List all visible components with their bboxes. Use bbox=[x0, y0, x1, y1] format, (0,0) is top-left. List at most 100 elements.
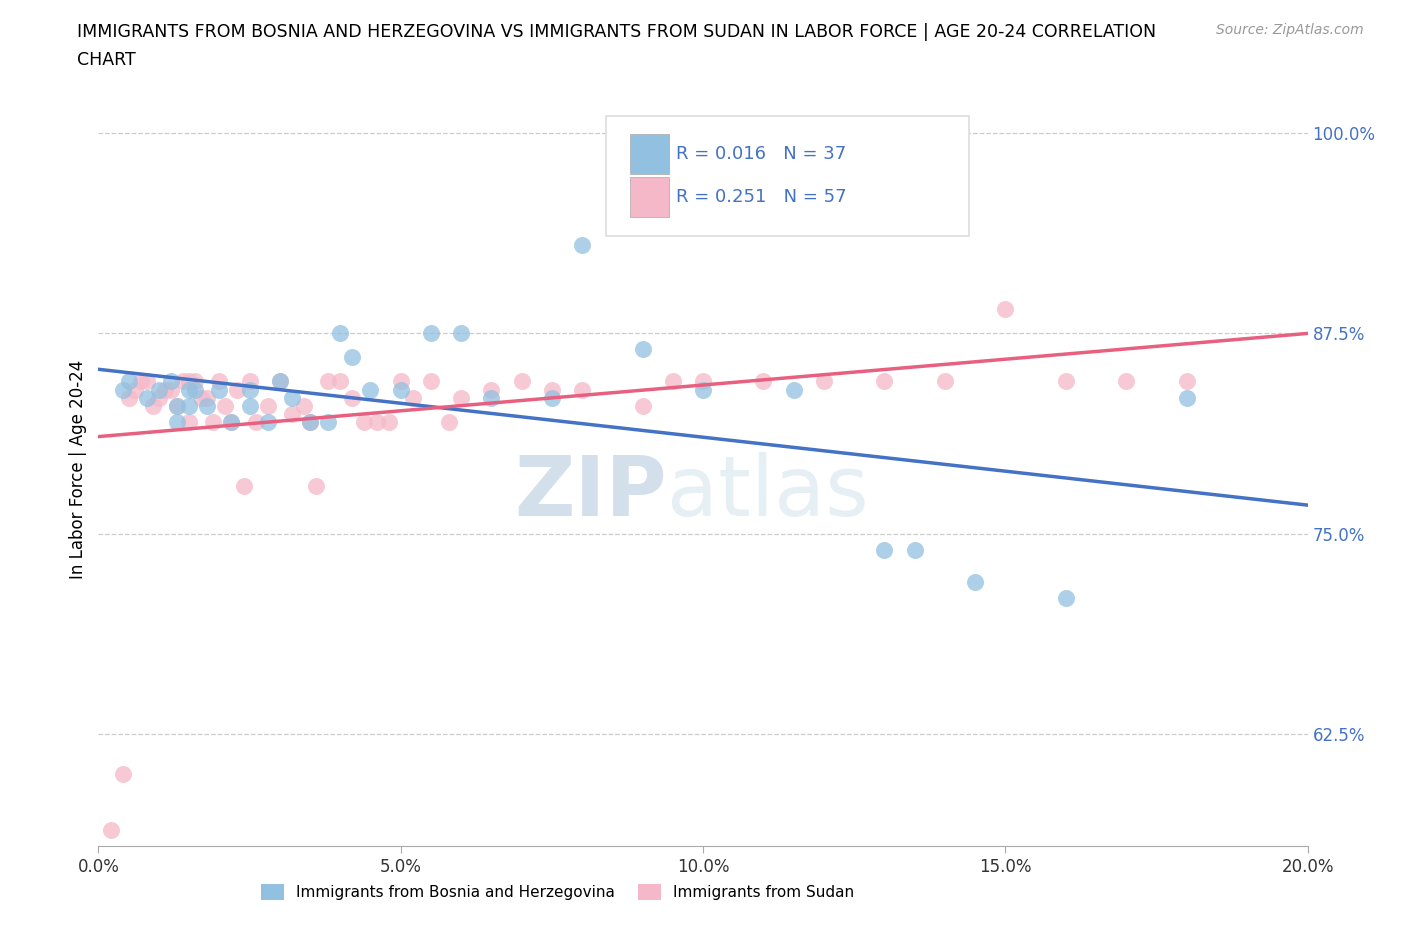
Point bbox=[179, 382, 201, 397]
FancyBboxPatch shape bbox=[606, 115, 969, 236]
Point bbox=[904, 542, 927, 557]
Point bbox=[420, 326, 443, 341]
Point bbox=[316, 414, 339, 429]
Point bbox=[269, 374, 291, 389]
Point bbox=[232, 478, 254, 493]
Point bbox=[292, 398, 315, 413]
Text: Source: ZipAtlas.com: Source: ZipAtlas.com bbox=[1216, 23, 1364, 37]
Point bbox=[281, 390, 304, 405]
Point bbox=[389, 382, 412, 397]
Point bbox=[450, 326, 472, 341]
Point bbox=[329, 374, 352, 389]
Point bbox=[129, 374, 152, 389]
Text: R = 0.016   N = 37: R = 0.016 N = 37 bbox=[676, 145, 846, 163]
Point bbox=[245, 414, 267, 429]
Point bbox=[437, 414, 460, 429]
Point bbox=[329, 326, 352, 341]
Point bbox=[1175, 374, 1198, 389]
Point bbox=[179, 374, 201, 389]
Point bbox=[179, 414, 201, 429]
Point bbox=[1115, 374, 1137, 389]
Point bbox=[316, 374, 339, 389]
Legend: Immigrants from Bosnia and Herzegovina, Immigrants from Sudan: Immigrants from Bosnia and Herzegovina, … bbox=[256, 878, 860, 907]
Point bbox=[692, 382, 714, 397]
Point bbox=[166, 414, 188, 429]
Point bbox=[631, 398, 654, 413]
Point bbox=[239, 398, 262, 413]
Text: IMMIGRANTS FROM BOSNIA AND HERZEGOVINA VS IMMIGRANTS FROM SUDAN IN LABOR FORCE |: IMMIGRANTS FROM BOSNIA AND HERZEGOVINA V… bbox=[77, 23, 1157, 41]
Text: atlas: atlas bbox=[666, 452, 869, 533]
Point bbox=[389, 374, 412, 389]
Point bbox=[239, 374, 262, 389]
Point bbox=[752, 374, 775, 389]
Point bbox=[342, 390, 364, 405]
Point bbox=[135, 390, 157, 405]
Point bbox=[118, 374, 141, 389]
Point bbox=[377, 414, 399, 429]
Point bbox=[135, 374, 157, 389]
Point bbox=[420, 374, 443, 389]
Point bbox=[965, 575, 987, 590]
Point bbox=[510, 374, 533, 389]
Point bbox=[153, 382, 176, 397]
Point bbox=[148, 390, 170, 405]
Point bbox=[226, 382, 249, 397]
Point bbox=[221, 414, 243, 429]
Text: CHART: CHART bbox=[77, 51, 136, 69]
Point bbox=[281, 406, 304, 421]
Point bbox=[631, 342, 654, 357]
Point bbox=[481, 382, 503, 397]
Point bbox=[934, 374, 956, 389]
Point bbox=[256, 414, 278, 429]
Point bbox=[179, 398, 201, 413]
Point bbox=[190, 390, 212, 405]
Point bbox=[184, 374, 207, 389]
Point bbox=[540, 382, 562, 397]
Text: ZIP: ZIP bbox=[515, 452, 666, 533]
Point bbox=[208, 374, 231, 389]
Point bbox=[142, 398, 165, 413]
Point bbox=[214, 398, 236, 413]
Point bbox=[184, 382, 207, 397]
Point bbox=[450, 390, 472, 405]
Point bbox=[124, 382, 146, 397]
Point bbox=[160, 382, 183, 397]
Point bbox=[1175, 390, 1198, 405]
Point bbox=[256, 398, 278, 413]
Point bbox=[111, 382, 134, 397]
Point bbox=[111, 766, 134, 781]
Text: R = 0.251   N = 57: R = 0.251 N = 57 bbox=[676, 188, 846, 206]
Point bbox=[692, 374, 714, 389]
FancyBboxPatch shape bbox=[630, 135, 669, 174]
Point bbox=[813, 374, 835, 389]
Point bbox=[540, 390, 562, 405]
Point bbox=[783, 382, 806, 397]
Point bbox=[202, 414, 225, 429]
Point bbox=[160, 374, 183, 389]
Point bbox=[305, 478, 328, 493]
Point bbox=[195, 390, 218, 405]
Point bbox=[994, 302, 1017, 317]
Point bbox=[1054, 374, 1077, 389]
Point bbox=[100, 823, 122, 838]
Point bbox=[360, 382, 382, 397]
Point bbox=[571, 382, 593, 397]
Point bbox=[571, 238, 593, 253]
Point bbox=[402, 390, 425, 405]
Point bbox=[353, 414, 375, 429]
Point bbox=[239, 382, 262, 397]
Point bbox=[366, 414, 388, 429]
Point bbox=[118, 390, 141, 405]
Point bbox=[172, 374, 194, 389]
Point bbox=[221, 414, 243, 429]
Point bbox=[166, 398, 188, 413]
Point bbox=[148, 382, 170, 397]
Point bbox=[661, 374, 683, 389]
Point bbox=[342, 350, 364, 365]
Point bbox=[873, 542, 896, 557]
Point bbox=[299, 414, 322, 429]
Point bbox=[269, 374, 291, 389]
Point bbox=[481, 390, 503, 405]
Point bbox=[873, 374, 896, 389]
FancyBboxPatch shape bbox=[630, 178, 669, 217]
